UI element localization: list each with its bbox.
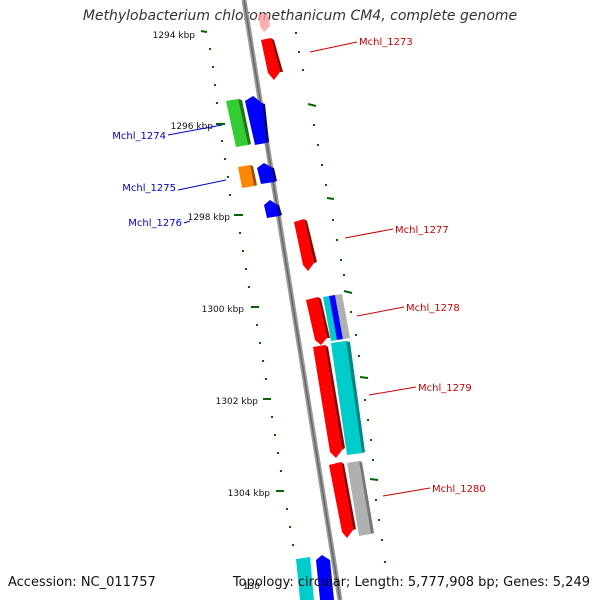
gene-arrow-mchl-1273[interactable] <box>261 38 280 80</box>
scale-label: 1300 kbp <box>202 305 245 315</box>
gene-label-mchl-1279[interactable]: Mchl_1279 <box>418 383 472 394</box>
gene-arrow[interactable] <box>258 14 270 32</box>
gene-label-mchl-1274[interactable]: Mchl_1274 <box>112 131 166 142</box>
scale-label: 1304 kbp <box>228 489 271 499</box>
gene-arrow-mchl-1279[interactable] <box>313 345 342 458</box>
gene-arrow-mchl-1277[interactable] <box>294 219 314 271</box>
gene-arrow-mchl-1274[interactable] <box>245 96 266 145</box>
gene-arrow-orange[interactable] <box>238 165 254 188</box>
map-title: Methylobacterium chloromethanicum CM4, c… <box>82 8 518 24</box>
gene-arrow-blue[interactable] <box>329 295 343 340</box>
gene-label-mchl-1273[interactable]: Mchl_1273 <box>359 37 413 48</box>
gene-arrow-mchl-1275[interactable] <box>257 163 274 184</box>
scale-ticks-left <box>200 30 294 546</box>
scale-label: 130 <box>243 582 260 592</box>
gene-arrow-cyan[interactable] <box>296 557 314 600</box>
gene-arrow-cyan[interactable] <box>331 341 362 455</box>
scale-label: 1296 kbp <box>171 122 214 132</box>
scale-label: 1298 kbp <box>188 213 231 223</box>
gene-arrow-cyan[interactable] <box>323 296 337 341</box>
gene-arrow-green[interactable] <box>226 99 248 147</box>
scale-label: 1302 kbp <box>216 397 259 407</box>
gene-label-mchl-1277[interactable]: Mchl_1277 <box>395 225 449 236</box>
scale-label: 1294 kbp <box>153 31 196 41</box>
gene-arrow-mchl-1276[interactable] <box>264 200 279 218</box>
gene-arrow-mchl-1280[interactable] <box>329 462 353 538</box>
gene-arrow-gray[interactable] <box>335 294 350 339</box>
gene-arrow-blue[interactable] <box>316 555 334 600</box>
scale-ticks-right <box>295 32 386 563</box>
gene-arrow-mchl-1278[interactable] <box>306 297 327 345</box>
gene-label-mchl-1278[interactable]: Mchl_1278 <box>406 303 460 314</box>
gene-label-mchl-1275[interactable]: Mchl_1275 <box>122 183 176 194</box>
gene-label-mchl-1280[interactable]: Mchl_1280 <box>432 484 486 495</box>
accession-label: Accession: NC_011757 <box>8 575 156 590</box>
topology-label: Topology: circular; Length: 5,777,908 bp… <box>232 575 590 590</box>
gene-label-mchl-1276[interactable]: Mchl_1276 <box>128 218 182 229</box>
gene-arrow-gray[interactable] <box>347 461 371 536</box>
